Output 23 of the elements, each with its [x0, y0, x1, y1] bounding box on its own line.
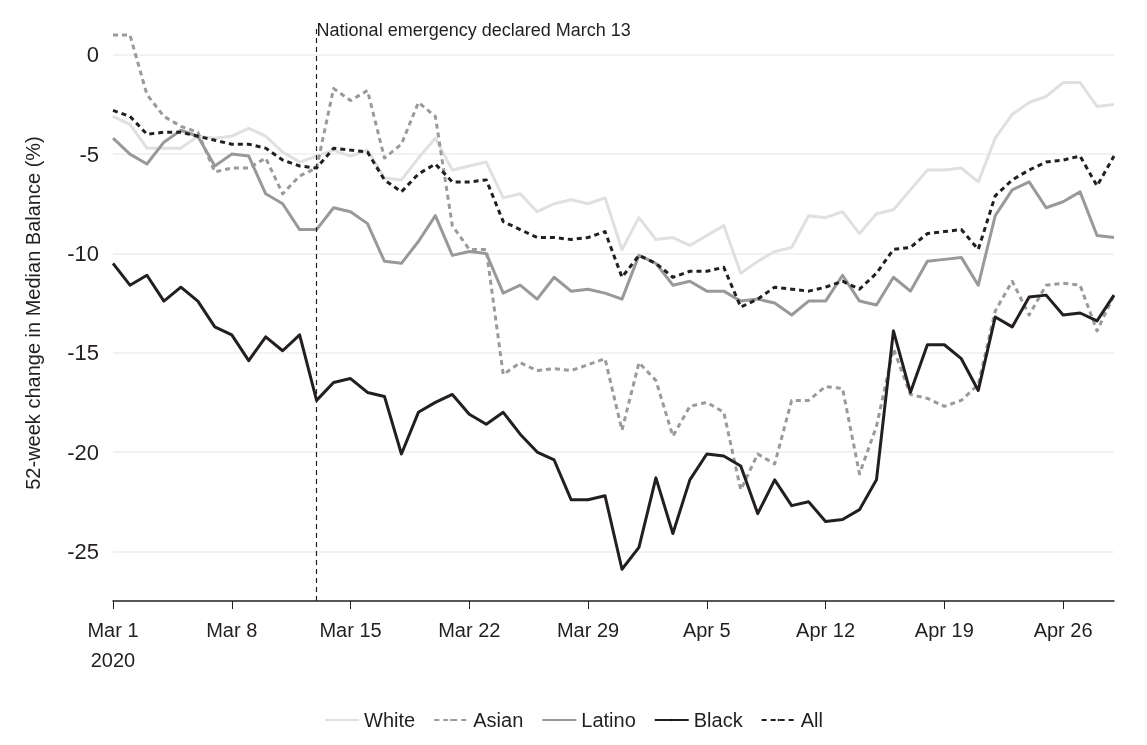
y-tick-label: -10: [67, 240, 99, 266]
x-tick-label: Mar 15: [319, 619, 382, 641]
ref-line-label: National emergency declared March 13: [316, 20, 631, 40]
y-tick-label: -15: [67, 340, 99, 366]
x-tick-label: Apr 12: [796, 619, 856, 641]
line-series: [111, 81, 1116, 275]
y-tick-label: -5: [79, 141, 99, 167]
legend-label: Black: [693, 709, 744, 731]
x-tick-label: Mar 1 2020: [87, 619, 139, 671]
legend-label: White: [364, 709, 416, 731]
y-tick-label: -25: [67, 538, 99, 564]
x-tick-label: Apr 5: [682, 619, 731, 641]
x-tick-label: Mar 22: [438, 619, 501, 641]
legend-label: All: [800, 709, 823, 731]
legend-label: Latino: [581, 709, 636, 731]
legend-label: Asian: [473, 709, 524, 731]
x-tick-label: Mar 8: [206, 619, 258, 641]
y-tick-label: 0: [86, 42, 99, 68]
x-tick-label: Apr 26: [1033, 619, 1093, 641]
y-axis-title: 52-week change in Median Balance (%): [22, 136, 44, 490]
x-tick-label: Mar 29: [556, 619, 620, 641]
x-tick-label: Apr 19: [914, 619, 974, 641]
y-tick-label: -20: [67, 439, 99, 465]
